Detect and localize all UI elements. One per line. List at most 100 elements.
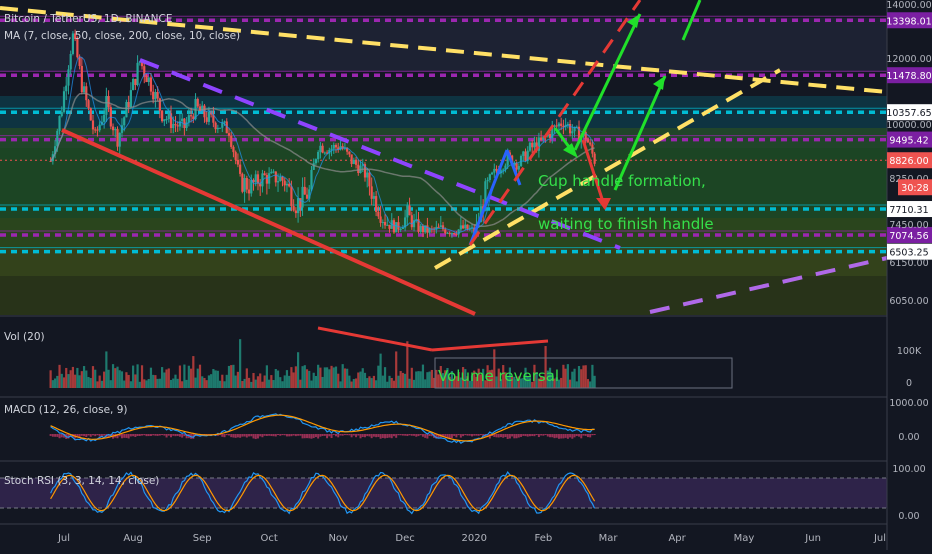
macd-histogram-bar [557,434,560,439]
macd-histogram-bar [473,434,476,436]
volume-bar [196,368,199,388]
volume-bar [350,381,353,388]
candle-body [515,163,518,170]
candle-body [464,224,467,229]
x-axis-labels[interactable]: Jul Aug Sep Oct Nov Dec 2020 Feb Mar Apr May Jun Jul [57,533,886,544]
x-tick-9: Apr [668,533,686,544]
macd-histogram-bar [297,434,300,436]
candle-body [542,136,545,140]
macd-signal-line [50,414,595,442]
candle-body [466,224,469,230]
candle-body [138,61,141,63]
macd-histogram-bar [399,434,402,436]
volume-bar [189,368,193,388]
candle-body [573,126,576,132]
macd-histogram-bar [339,434,342,436]
volume-bar [210,374,213,388]
macd-histogram-bar [185,434,188,439]
volume-bar [225,374,228,388]
x-tick-2: Sep [193,533,212,544]
macd-histogram-bar [310,434,313,439]
candle-body [334,144,338,148]
macd-histogram-bar [63,434,65,438]
macd-histogram-bar [223,434,226,438]
candle-body [437,226,440,228]
candle-body [448,232,451,235]
macd-histogram-bar [56,434,59,437]
candle-body [82,86,86,93]
macd-histogram-bar [504,434,507,438]
volume-bar [65,367,68,388]
volume-bar [250,381,253,388]
candle-body [281,176,284,181]
x-tick-8: Mar [599,533,619,544]
volume-bar [444,370,447,388]
macd-histogram-bar [513,434,516,439]
macd-histogram-bar [430,434,433,437]
candle-body [377,211,380,217]
volume-bar [573,368,576,388]
volume-bar [577,366,581,388]
macd-histogram-bar [67,434,70,439]
candle-body [459,225,462,230]
volume-bar [76,367,79,388]
macd-histogram-bar [549,434,552,438]
macd-histogram-bar [343,434,346,436]
macd-histogram-bar [156,434,159,436]
macd-histogram-bar [355,434,358,438]
candle-body [531,142,534,148]
candle-body [330,148,333,150]
macd-histogram-bar [401,434,404,436]
macd-histogram-bar [540,434,543,436]
macd-histogram-bar [285,434,288,437]
candle-body [74,33,77,40]
macd-histogram-bar [120,434,123,439]
y-tick-0: 14000.00 [886,0,931,11]
volume-bar [366,378,369,388]
volume-bar [406,341,409,388]
volume-bar [346,368,349,388]
candle-body [49,161,52,163]
macd-histogram-bar [170,434,173,438]
macd-histogram-bar [183,434,186,437]
candle-body [332,144,335,149]
macd-histogram-bar [591,434,594,436]
candle-body [232,146,235,153]
macd-histogram-bar [477,434,480,436]
levels-layer [0,15,887,254]
volume-bar [272,380,275,388]
volume-bar [247,377,251,388]
macd-histogram-bar [279,434,282,436]
macd-histogram-bar [506,434,509,439]
candle-body [555,125,558,127]
candle-body [56,130,59,147]
volume-bar [268,379,271,388]
macd-histogram-bar [508,434,511,439]
green-arrowhead-2 [653,76,665,90]
volume-bar [140,365,144,388]
volume-bar [58,364,61,388]
candle-body [350,154,353,164]
volume-bar [544,346,547,388]
macd-histogram-bar [444,434,447,437]
x-tick-11: Jun [804,533,821,544]
volume-bar [486,365,489,388]
volume-bar [482,368,485,388]
candle-body [548,134,552,139]
volume-bar [551,372,554,388]
volume-bar [96,381,99,388]
volume-bar [82,366,86,388]
volume-bar [388,375,391,388]
volume-bar [546,370,549,388]
macd-histogram-bar [335,434,337,437]
candle-body [314,159,318,164]
volume-bar [375,380,378,388]
x-tick-0: Jul [57,533,70,544]
volume-bar [484,380,487,388]
volume-bar [502,365,505,388]
level-badge-0 [887,12,932,29]
macd-histogram-bar [107,434,110,438]
price-axis[interactable] [887,0,932,550]
candle-body [486,179,489,182]
volume-bar [328,369,331,388]
